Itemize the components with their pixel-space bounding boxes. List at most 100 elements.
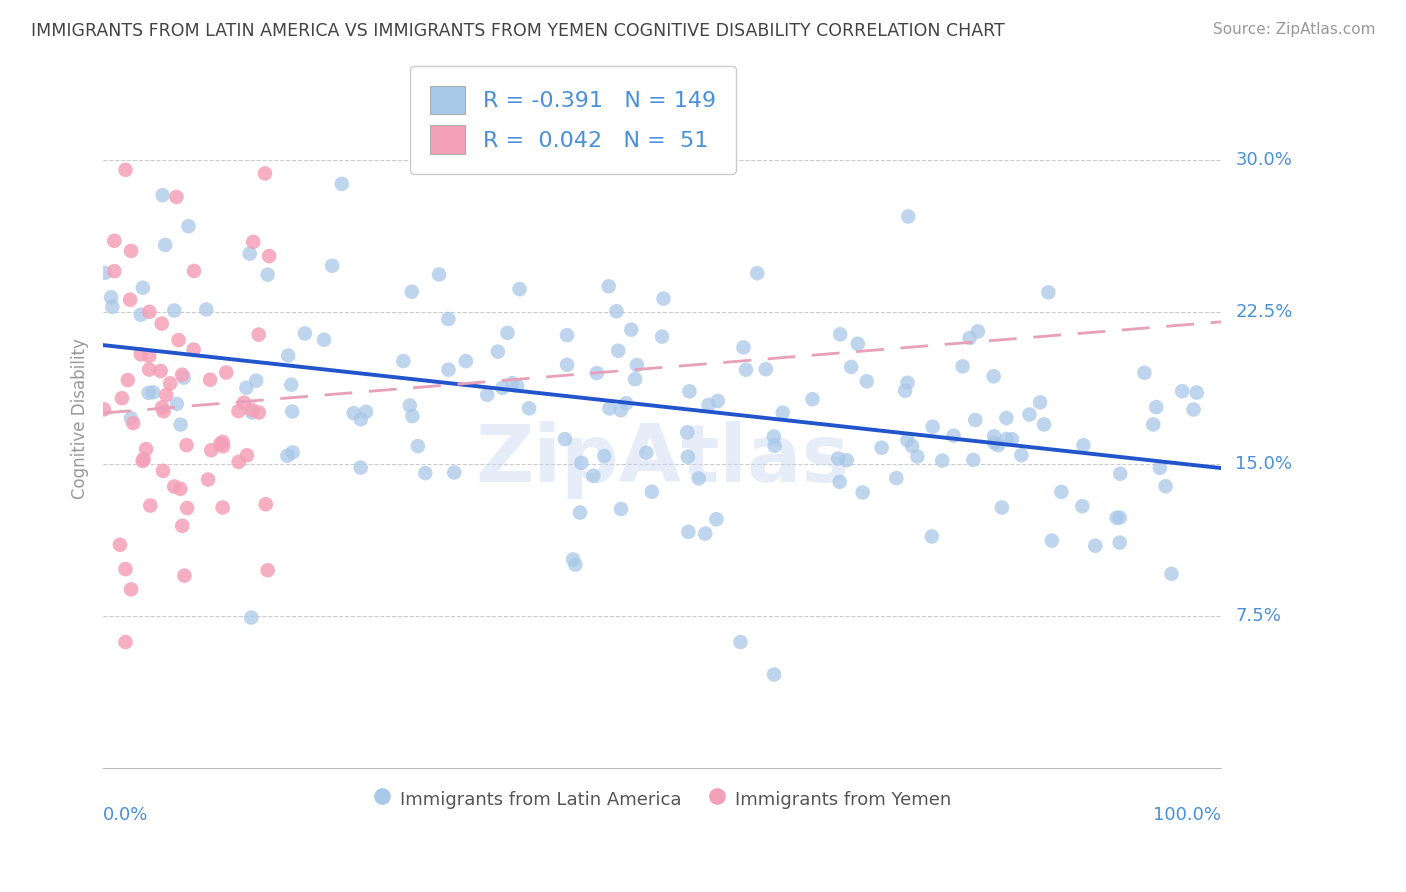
Point: [108, 538, 131, 552]
Point: [172, 368, 194, 382]
Point: [173, 370, 195, 384]
Point: [167, 333, 190, 347]
Point: [554, 432, 576, 446]
Point: [152, 404, 174, 418]
Point: [209, 437, 232, 451]
Point: [1133, 366, 1156, 380]
Point: [415, 466, 437, 480]
Point: [280, 377, 302, 392]
Point: [1029, 395, 1052, 409]
Point: [253, 166, 276, 180]
Point: [585, 366, 607, 380]
Point: [901, 439, 924, 453]
Point: [114, 162, 136, 177]
Point: [398, 398, 420, 412]
Point: [477, 388, 499, 402]
Point: [1040, 533, 1063, 548]
Point: [247, 327, 270, 342]
Point: [276, 449, 298, 463]
Text: 100.0%: 100.0%: [1153, 806, 1222, 824]
Point: [443, 466, 465, 480]
Point: [678, 384, 700, 399]
Point: [735, 362, 758, 376]
Point: [641, 484, 664, 499]
Point: [120, 244, 142, 258]
Point: [496, 326, 519, 340]
Point: [697, 398, 720, 412]
Point: [343, 406, 366, 420]
Point: [117, 373, 139, 387]
Point: [730, 635, 752, 649]
Point: [257, 249, 280, 263]
Point: [233, 395, 256, 409]
Point: [406, 439, 429, 453]
Point: [1050, 484, 1073, 499]
Point: [1033, 417, 1056, 432]
Point: [607, 343, 630, 358]
Point: [215, 366, 238, 380]
Point: [839, 359, 862, 374]
Point: [1185, 385, 1208, 400]
Point: [610, 502, 633, 516]
Point: [235, 381, 257, 395]
Point: [197, 473, 219, 487]
Point: [855, 374, 877, 388]
Point: [111, 391, 134, 405]
Point: [155, 388, 177, 402]
Point: [1108, 510, 1130, 524]
Point: [93, 266, 115, 280]
Point: [392, 354, 415, 368]
Point: [294, 326, 316, 341]
Point: [454, 354, 477, 368]
Point: [966, 325, 988, 339]
Point: [183, 343, 205, 357]
Point: [555, 358, 578, 372]
Point: [678, 524, 700, 539]
Point: [103, 234, 125, 248]
Point: [427, 268, 450, 282]
Point: [921, 419, 943, 434]
Point: [651, 329, 673, 343]
Point: [321, 259, 343, 273]
Point: [153, 238, 176, 252]
Point: [114, 635, 136, 649]
Point: [242, 235, 264, 249]
Point: [983, 429, 1005, 443]
Point: [211, 434, 233, 449]
Point: [150, 401, 173, 415]
Text: IMMIGRANTS FROM LATIN AMERICA VS IMMIGRANTS FROM YEMEN COGNITIVE DISABILITY CORR: IMMIGRANTS FROM LATIN AMERICA VS IMMIGRA…: [31, 22, 1005, 40]
Point: [1001, 432, 1024, 446]
Point: [931, 453, 953, 467]
Point: [1160, 566, 1182, 581]
Point: [582, 468, 605, 483]
Point: [132, 281, 155, 295]
Point: [763, 439, 786, 453]
Text: 7.5%: 7.5%: [1236, 607, 1281, 624]
Point: [1018, 408, 1040, 422]
Text: 30.0%: 30.0%: [1236, 151, 1292, 169]
Point: [138, 305, 160, 319]
Point: [828, 475, 851, 489]
Point: [312, 333, 335, 347]
Point: [762, 429, 785, 443]
Point: [995, 411, 1018, 425]
Point: [1171, 384, 1194, 399]
Point: [965, 413, 987, 427]
Point: [886, 471, 908, 485]
Point: [120, 582, 142, 597]
Point: [138, 349, 160, 363]
Point: [506, 379, 529, 393]
Point: [801, 392, 824, 407]
Point: [626, 358, 648, 372]
Point: [870, 441, 893, 455]
Point: [1105, 510, 1128, 524]
Point: [228, 404, 250, 418]
Point: [620, 323, 643, 337]
Point: [676, 425, 699, 440]
Point: [959, 331, 981, 345]
Point: [598, 279, 620, 293]
Y-axis label: Cognitive Disability: Cognitive Disability: [72, 338, 89, 499]
Point: [176, 438, 198, 452]
Point: [240, 610, 263, 624]
Point: [852, 485, 875, 500]
